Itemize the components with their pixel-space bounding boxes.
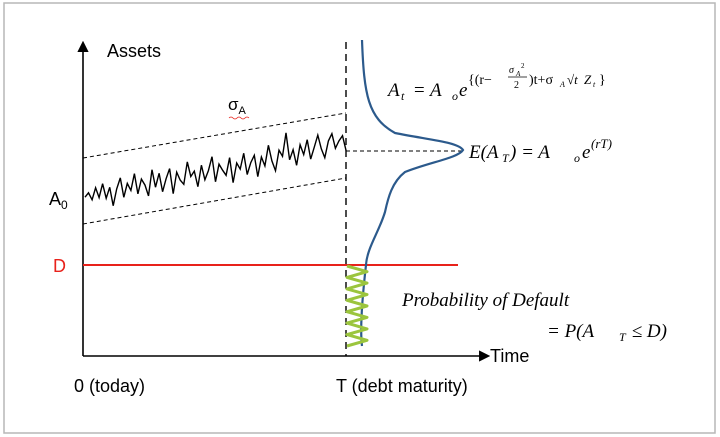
- asset-process-formula: A t = A o e {(r− σ A 2 2 )t+σ A √t Z t }: [386, 62, 606, 103]
- expected-value-formula: E(A T ) = A o e (rT): [468, 136, 612, 165]
- x-axis-label: Time: [490, 346, 529, 366]
- formula-exp-pre: {(r−: [468, 73, 492, 88]
- formula-exp-mid: )t+σ: [529, 73, 553, 88]
- expected-lhs: E(A: [468, 142, 499, 163]
- expected-base-sub: o: [574, 151, 580, 165]
- formula-frac-den: 2: [514, 80, 519, 91]
- formula-lhs-sub: t: [401, 89, 405, 103]
- spellcheck-underline: [228, 116, 250, 120]
- formula-exp-post: }: [599, 73, 606, 88]
- y-axis-label: Assets: [107, 41, 161, 61]
- default-prob-sub: T: [619, 330, 627, 344]
- formula-e: e: [459, 80, 467, 101]
- default-probability-formula: Probability of Default = P(A T ≤ D): [401, 290, 667, 344]
- frame-border: [3, 2, 716, 434]
- expected-mid: ) = A: [509, 142, 550, 163]
- formula-z-sub: t: [593, 80, 596, 89]
- asset-distribution-curve: [360, 39, 465, 347]
- formula-exp-sub: A: [559, 80, 565, 89]
- formula-base-sub: o: [452, 89, 458, 103]
- origin-label: 0 (today): [74, 376, 145, 396]
- default-zone-hatch: [345, 264, 369, 348]
- upper-volatility-band: [82, 112, 347, 159]
- volatility-label: σA: [228, 95, 247, 117]
- formula-frac-num-sub: A: [515, 70, 521, 78]
- formula-z: Z: [584, 72, 592, 87]
- default-prob-suffix: ≤ D): [627, 321, 667, 342]
- default-prob-line1: Probability of Default: [401, 290, 570, 311]
- lower-volatility-band: [82, 177, 347, 225]
- formula-sqrt: √t: [567, 72, 578, 87]
- default-prob-prefix: = P(A: [547, 321, 595, 342]
- expected-exponent: (rT): [591, 136, 612, 151]
- debt-label: D: [53, 256, 66, 276]
- maturity-label: T (debt maturity): [336, 376, 468, 396]
- formula-frac-num: σ: [509, 65, 515, 76]
- initial-asset-label: A0: [49, 189, 68, 212]
- expected-lhs-sub: T: [502, 151, 510, 165]
- formula-equals: = A: [408, 80, 442, 101]
- formula-frac-num-sup: 2: [521, 62, 525, 70]
- expected-e: e: [582, 142, 590, 163]
- asset-value-path: [84, 131, 347, 206]
- formula-lhs: A: [386, 80, 400, 101]
